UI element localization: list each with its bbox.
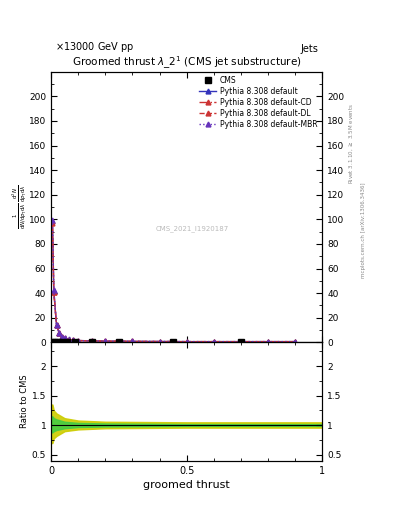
Pythia 8.308 default-MBR [51, 287, 56, 293]
Pythia 8.308 default [90, 338, 94, 344]
Pythia 8.308 default-MBR [76, 337, 81, 344]
Pythia 8.308 default-DL [54, 323, 59, 329]
Pythia 8.308 default-MBR [184, 338, 189, 345]
Pythia 8.308 default-CD [60, 334, 64, 340]
Text: Jets: Jets [301, 44, 318, 54]
CMS [239, 338, 243, 345]
Pythia 8.308 default-CD [62, 335, 67, 342]
Pythia 8.308 default-DL [62, 335, 67, 342]
Pythia 8.308 default-DL [184, 338, 189, 345]
Pythia 8.308 default-CD [76, 337, 81, 344]
Text: CMS_2021_I1920187: CMS_2021_I1920187 [156, 225, 229, 232]
Pythia 8.308 default-MBR [293, 338, 298, 345]
Pythia 8.308 default-DL [157, 338, 162, 345]
Pythia 8.308 default-DL [130, 338, 135, 345]
Pythia 8.308 default-DL [76, 337, 81, 344]
Pythia 8.308 default [66, 336, 71, 343]
CMS [171, 338, 175, 345]
Pythia 8.308 default-MBR [266, 338, 270, 345]
Pythia 8.308 default [70, 337, 75, 343]
Pythia 8.308 default-DL [90, 338, 94, 344]
Pythia 8.308 default-CD [50, 220, 55, 226]
Pythia 8.308 default-DL [239, 338, 243, 345]
Pythia 8.308 default [239, 338, 243, 345]
CMS [55, 338, 60, 345]
Pythia 8.308 default [103, 338, 108, 344]
Pythia 8.308 default-MBR [157, 338, 162, 345]
Pythia 8.308 default-MBR [103, 338, 108, 344]
Pythia 8.308 default [293, 338, 298, 345]
Y-axis label: $\frac{1}{\mathrm{d}N/\mathrm{d}p_\mathrm{T}\mathrm{d}\lambda}\,\frac{\mathrm{d}: $\frac{1}{\mathrm{d}N/\mathrm{d}p_\mathr… [10, 184, 28, 229]
Pythia 8.308 default [57, 330, 62, 336]
Pythia 8.308 default-DL [66, 336, 71, 343]
CMS [90, 338, 94, 345]
CMS [73, 338, 78, 345]
Pythia 8.308 default-MBR [90, 338, 94, 344]
Text: Rivet 3.1.10, $\geq$ 3.5M events: Rivet 3.1.10, $\geq$ 3.5M events [348, 103, 356, 184]
Pythia 8.308 default-MBR [130, 338, 135, 345]
Line: Pythia 8.308 default-MBR: Pythia 8.308 default-MBR [50, 218, 298, 344]
Pythia 8.308 default-MBR [239, 338, 243, 345]
CMS [53, 338, 57, 345]
Line: Pythia 8.308 default-DL: Pythia 8.308 default-DL [50, 219, 298, 344]
Pythia 8.308 default-DL [51, 289, 56, 295]
Pythia 8.308 default-DL [293, 338, 298, 345]
Legend: CMS, Pythia 8.308 default, Pythia 8.308 default-CD, Pythia 8.308 default-DL, Pyt: CMS, Pythia 8.308 default, Pythia 8.308 … [196, 73, 321, 132]
Pythia 8.308 default-MBR [60, 334, 64, 340]
Pythia 8.308 default-CD [266, 338, 270, 345]
Pythia 8.308 default [54, 322, 59, 328]
Pythia 8.308 default-DL [60, 334, 64, 340]
CMS [65, 338, 70, 345]
Pythia 8.308 default [50, 218, 55, 224]
Pythia 8.308 default-MBR [54, 322, 59, 328]
Line: CMS: CMS [50, 339, 244, 345]
Pythia 8.308 default-DL [103, 338, 108, 344]
Line: Pythia 8.308 default-CD: Pythia 8.308 default-CD [50, 221, 298, 344]
Pythia 8.308 default-DL [50, 218, 55, 224]
Pythia 8.308 default [266, 338, 270, 345]
Pythia 8.308 default-CD [90, 338, 94, 344]
CMS [50, 338, 55, 345]
Pythia 8.308 default [51, 288, 56, 294]
Pythia 8.308 default [211, 338, 216, 345]
Pythia 8.308 default-CD [66, 336, 71, 343]
X-axis label: groomed thrust: groomed thrust [143, 480, 230, 490]
Pythia 8.308 default-MBR [62, 335, 67, 342]
Line: Pythia 8.308 default: Pythia 8.308 default [50, 219, 298, 344]
Pythia 8.308 default [130, 338, 135, 345]
Pythia 8.308 default-MBR [66, 336, 71, 343]
Pythia 8.308 default [157, 338, 162, 345]
Y-axis label: Ratio to CMS: Ratio to CMS [20, 375, 29, 429]
Pythia 8.308 default-MBR [70, 337, 75, 343]
Pythia 8.308 default-CD [211, 338, 216, 345]
Title: Groomed thrust $\lambda\_2^1$ (CMS jet substructure): Groomed thrust $\lambda\_2^1$ (CMS jet s… [72, 54, 301, 71]
CMS [60, 338, 64, 345]
Pythia 8.308 default [60, 334, 64, 340]
Pythia 8.308 default-CD [293, 338, 298, 345]
Pythia 8.308 default-CD [130, 338, 135, 345]
Pythia 8.308 default-MBR [211, 338, 216, 345]
CMS [116, 338, 121, 345]
Pythia 8.308 default-CD [184, 338, 189, 345]
Pythia 8.308 default-DL [70, 337, 75, 343]
Pythia 8.308 default-DL [57, 330, 62, 336]
Pythia 8.308 default-CD [54, 322, 59, 328]
Pythia 8.308 default [62, 335, 67, 342]
Pythia 8.308 default [184, 338, 189, 345]
Pythia 8.308 default-CD [157, 338, 162, 345]
Pythia 8.308 default-CD [51, 289, 56, 295]
Text: $\times$13000 GeV pp: $\times$13000 GeV pp [55, 40, 134, 54]
Pythia 8.308 default-CD [239, 338, 243, 345]
Pythia 8.308 default-DL [211, 338, 216, 345]
Pythia 8.308 default-DL [266, 338, 270, 345]
Pythia 8.308 default-MBR [57, 330, 62, 336]
Pythia 8.308 default-CD [103, 338, 108, 344]
Pythia 8.308 default-CD [70, 337, 75, 343]
Pythia 8.308 default-CD [57, 330, 62, 336]
Pythia 8.308 default-MBR [50, 217, 55, 223]
Text: mcplots.cern.ch [arXiv:1306.3436]: mcplots.cern.ch [arXiv:1306.3436] [361, 183, 366, 278]
Pythia 8.308 default [76, 337, 81, 344]
